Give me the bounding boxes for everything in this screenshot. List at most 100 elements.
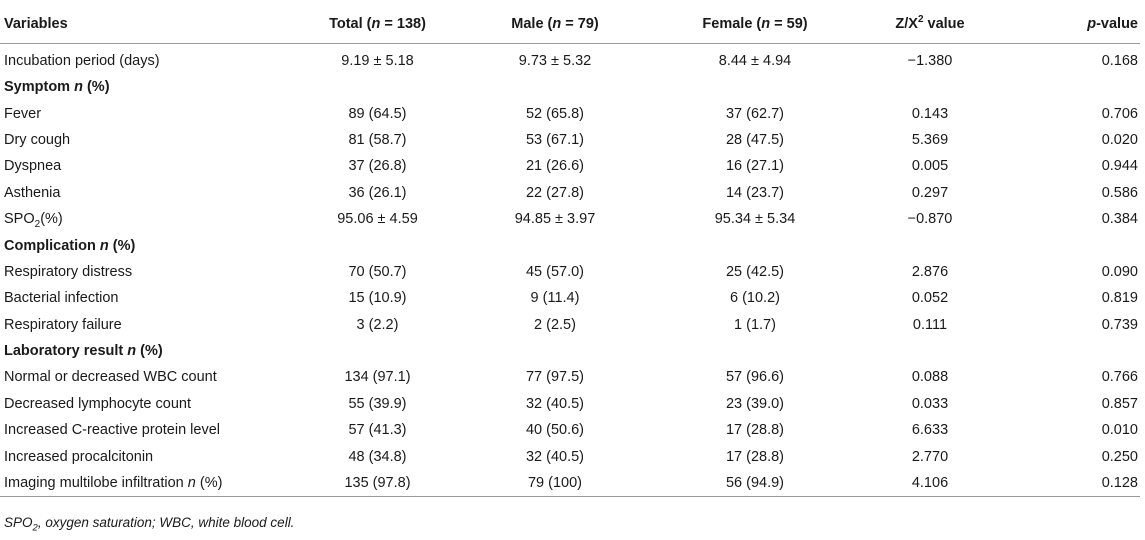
section-label: Symptom n (%) [0,74,1140,100]
row-label: Bacterial infection [4,290,119,307]
row-label-suffix: (%) [40,211,63,228]
row-label: SPO2(%) [0,206,300,232]
female-cell: 8.44 ± 4.94 [718,53,792,69]
male-cell: 52 (65.8) [525,105,585,122]
table-row: Increased procalcitonin 48 (34.8) 32 (40.5… [0,443,1140,469]
total-cell: 57 (41.3) [348,422,407,439]
male-cell: 32 (40.5) [525,395,585,412]
z-value-cell: −0.870 [907,211,953,228]
row-label: Respiratory failure [4,316,122,333]
table-row: Normal or decreased WBC count 134 (97.1) 7… [0,364,1140,390]
header-female-prefix: Female ( [702,16,762,32]
header-male-suffix: = 79) [561,16,599,32]
section-label-suffix: (%) [82,79,110,96]
z-value-cell: 0.005 [911,158,949,175]
female-cell: 16 (27.1) [725,158,785,175]
header-female-suffix: = 59) [770,16,808,32]
header-female-n: n [761,16,771,32]
row-label: Increased procalcitonin [4,448,154,465]
z-value-cell: −1.380 [907,53,953,69]
female-cell: 17 (28.8) [725,422,785,439]
table-row: Asthenia 36 (26.1) 22 (27.8) 14 (23.7) 0.297… [0,180,1140,206]
section-label-text: Symptom [4,79,75,96]
header-male-n: n [552,16,562,32]
row-label: Asthenia [4,184,61,201]
row-label: Increased C-reactive protein level [4,422,220,439]
section-label-n: n [99,237,109,254]
total-cell: 36 (26.1) [348,184,407,201]
male-cell: 40 (50.6) [525,422,585,439]
header-male: Male (n = 79) [455,5,655,44]
section-label-suffix: (%) [108,237,136,254]
total-cell: 48 (34.8) [348,448,407,465]
table-header: Variables Total (n = 138) Male (n = 79) … [0,5,1140,44]
p-value-cell: 0.384 [1101,211,1138,228]
section-label-text: Laboratory result [4,343,128,360]
row-label: Dry cough [4,131,71,148]
p-value-cell: 0.090 [1101,263,1138,280]
female-cell: 95.34 ± 5.34 [714,211,796,228]
total-cell: 89 (64.5) [348,105,407,122]
row-label: Dyspnea [4,158,62,175]
male-cell: 9 (11.4) [530,290,580,307]
p-value-cell: 0.128 [1005,469,1140,498]
z-value-cell: 0.111 [912,316,948,333]
total-cell: 3 (2.2) [356,316,399,333]
p-value-cell: 0.819 [1101,290,1138,307]
table-row: Respiratory failure 3 (2.2) 2 (2.5) 1 (1.7)… [0,312,1140,338]
section-label-suffix: (%) [136,343,163,360]
female-cell: 37 (62.7) [725,105,785,122]
header-variables: Variables [0,5,300,44]
p-value-cell: 0.010 [1101,422,1138,439]
total-cell: 135 (97.8) [300,469,455,498]
header-p-rest: -value [1096,16,1138,32]
male-cell: 79 (100) [455,469,655,498]
female-cell: 56 (94.9) [655,469,855,498]
header-z-sup: 2 [917,14,924,26]
z-value-cell: 5.369 [911,131,949,148]
section-row: Complication n (%) [0,232,1140,258]
row-label: Decreased lymphocyte count [4,395,191,412]
row-label-n: n [187,475,196,492]
male-cell: 21 (26.6) [525,158,585,175]
total-cell: 81 (58.7) [348,131,407,148]
male-cell: 2 (2.5) [534,316,576,333]
section-row: Symptom n (%) [0,74,1140,100]
header-male-prefix: Male ( [511,16,553,32]
z-value-cell: 4.106 [855,469,1005,498]
total-cell: 95.06 ± 4.59 [337,211,418,228]
footnote-pre: SPO [4,515,33,530]
table-row: Imaging multilobe infiltration n (%) 135 … [0,469,1140,498]
header-p-value: p-value [1005,5,1140,44]
female-cell: 1 (1.7) [734,316,776,333]
table-row: Dry cough 81 (58.7) 53 (67.1) 28 (47.5) 5.36… [0,127,1140,153]
p-value-cell: 0.857 [1101,395,1138,412]
female-cell: 25 (42.5) [725,263,785,280]
header-female: Female (n = 59) [655,5,855,44]
p-value-cell: 0.250 [1101,448,1138,465]
table-body: Incubation period (days) 9.19 ± 5.18 9.73 … [0,44,1140,498]
total-cell: 55 (39.9) [348,395,407,412]
table-row: Increased C-reactive protein level 57 (41… [0,417,1140,443]
total-cell: 15 (10.9) [348,290,407,307]
male-cell: 22 (27.8) [525,184,585,201]
footnote-post: , oxygen saturation; WBC, white blood ce… [37,515,295,530]
section-row: Laboratory result n (%) [0,338,1140,364]
table-row: Fever 89 (64.5) 52 (65.8) 37 (62.7) 0.143 0.7… [0,100,1140,126]
row-label: Incubation period (days) [4,53,160,69]
female-cell: 14 (23.7) [725,184,785,201]
z-value-cell: 2.770 [911,448,949,465]
section-label-text: Complication [4,237,100,254]
male-cell: 32 (40.5) [525,448,585,465]
section-label: Complication n (%) [0,232,1140,258]
z-value-cell: 0.297 [911,184,949,201]
p-value-cell: 0.944 [1101,158,1138,175]
header-p-italic: p [1087,16,1097,32]
male-cell: 94.85 ± 3.97 [514,211,596,228]
total-cell: 134 (97.1) [344,369,411,386]
z-value-cell: 0.143 [911,105,949,122]
table-row: Dyspnea 37 (26.8) 21 (26.6) 16 (27.1) 0.005 0… [0,153,1140,179]
p-value-cell: 0.168 [1101,53,1138,69]
male-cell: 53 (67.1) [525,131,585,148]
